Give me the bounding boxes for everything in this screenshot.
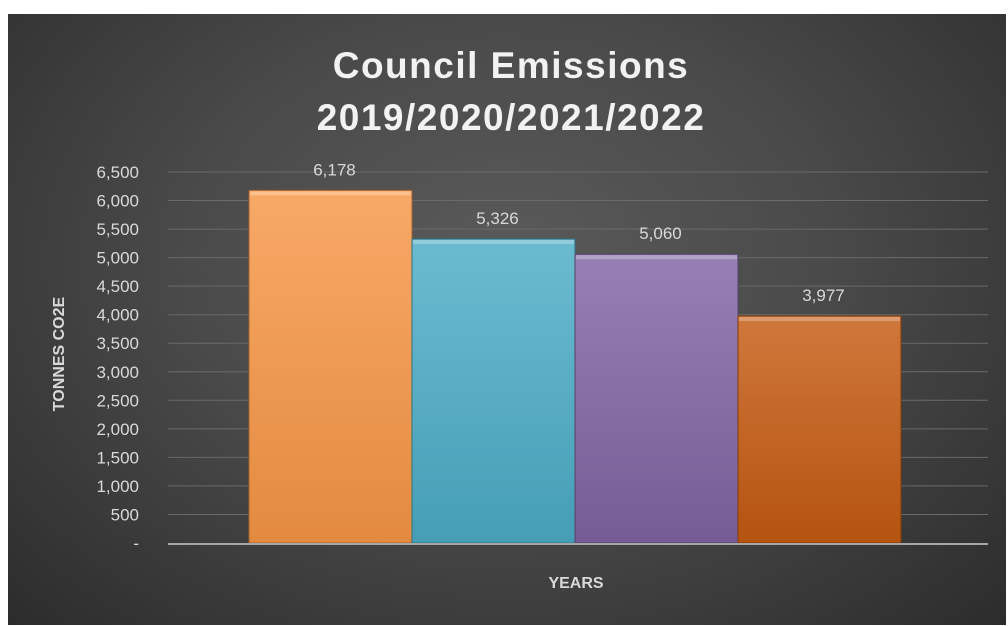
y-tick-label: 4,500 [96, 277, 139, 296]
chart-area: - 500 1,000 1,500 2,000 2,500 3,000 3,500 4,000 4… [8, 14, 1006, 625]
y-tick-label: 6,500 [96, 163, 139, 182]
y-tick-label: 500 [111, 505, 139, 524]
y-tick-label: 3,500 [96, 334, 139, 353]
bar-3 [574, 253, 739, 544]
bar-2 [411, 238, 576, 544]
chart-title-line-1: Council Emissions [333, 45, 690, 86]
bar-highlight [250, 191, 411, 196]
chart-title-line-2: 2019/2020/2021/2022 [317, 97, 706, 138]
y-tick-label: 2,500 [96, 391, 139, 410]
bar-highlight [739, 317, 900, 322]
y-axis-ticks: - 500 1,000 1,500 2,000 2,500 3,000 3,500 4,000 4… [96, 163, 139, 553]
x-axis-title: YEARS [548, 575, 603, 592]
y-tick-label: 1,500 [96, 448, 139, 467]
y-tick-label: 3,000 [96, 363, 139, 382]
y-tick-label: 2,000 [96, 420, 139, 439]
bar-1 [248, 189, 413, 544]
y-tick-label: 1,000 [96, 477, 139, 496]
bars [248, 189, 902, 544]
data-label-2: 5,326 [476, 209, 519, 228]
data-label-3: 5,060 [639, 224, 682, 243]
data-label-4: 3,977 [802, 286, 845, 305]
y-tick-label: - [133, 534, 139, 553]
y-axis-title: TONNES CO2E [51, 296, 68, 411]
bar-highlight [413, 240, 574, 245]
y-tick-label: 5,000 [96, 249, 139, 268]
bar-chart: - 500 1,000 1,500 2,000 2,500 3,000 3,500 4,000 4… [51, 45, 988, 592]
y-tick-label: 5,500 [96, 220, 139, 239]
bar-4 [737, 315, 902, 544]
bar-highlight [576, 255, 737, 260]
data-labels: 6,178 5,326 5,060 3,977 [313, 160, 845, 305]
y-tick-label: 6,000 [96, 192, 139, 211]
y-tick-label: 4,000 [96, 306, 139, 325]
data-label-1: 6,178 [313, 160, 356, 179]
